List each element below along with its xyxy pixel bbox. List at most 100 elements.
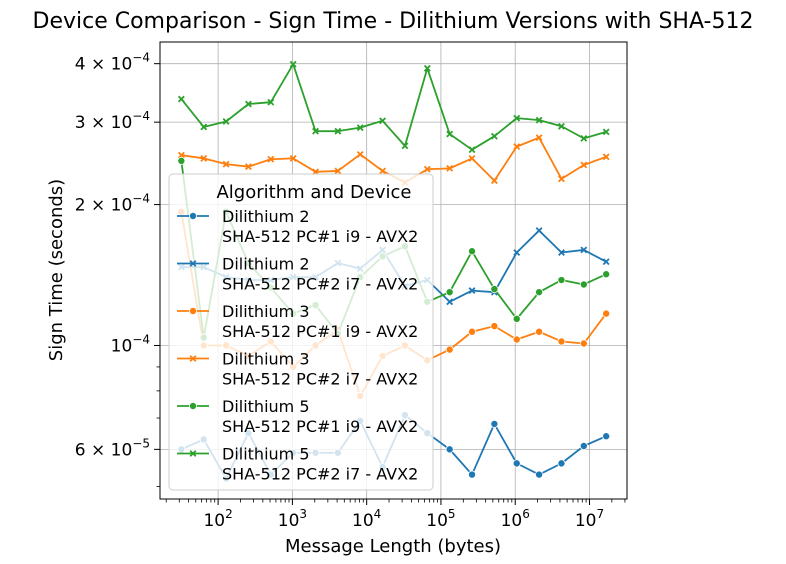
series-line	[180, 63, 607, 151]
x-tick-exponent: 5	[448, 507, 456, 521]
data-point-x	[245, 100, 252, 108]
data-point-x	[177, 95, 185, 103]
legend-swatch-marker	[188, 401, 197, 410]
data-point-circle	[468, 470, 477, 479]
data-point-x	[580, 134, 588, 142]
data-point-x	[558, 175, 565, 183]
y-tick-exponent: −4	[132, 51, 150, 65]
data-point-x	[468, 287, 476, 295]
data-point-x	[267, 155, 275, 163]
data-point-x	[356, 124, 364, 132]
x-tick-exponent: 4	[374, 507, 382, 521]
y-tick-base: 10	[111, 196, 133, 216]
data-point-x	[379, 167, 387, 175]
data-point-circle	[579, 339, 588, 348]
data-point-circle	[490, 419, 499, 428]
legend-label: SHA-512 PC#2 i7 - AVX2	[222, 370, 418, 389]
legend-label: SHA-512 PC#1 i9 - AVX2	[222, 417, 418, 436]
data-point-circle	[445, 288, 454, 297]
legend-box	[168, 173, 434, 491]
data-point-x	[200, 123, 208, 131]
data-point-circle	[535, 470, 544, 479]
x-tick-base: 10	[352, 511, 374, 531]
legend-label: Dilithium 5	[222, 445, 310, 464]
x-tick-exponent: 3	[299, 507, 307, 521]
data-point-circle	[557, 459, 566, 468]
data-point-circle	[490, 322, 499, 331]
legend-label: Dilithium 5	[222, 397, 310, 416]
y-tick-label: 6 × 10−5	[75, 436, 150, 460]
data-point-x	[446, 164, 454, 172]
data-point-x	[535, 134, 543, 142]
y-tick-label: 4 × 10−4	[75, 51, 150, 75]
y-tick-label: 3 × 10−4	[75, 109, 150, 133]
data-point-circle	[490, 285, 499, 294]
data-point-x	[334, 167, 342, 175]
x-tick-label: 103	[278, 507, 307, 531]
data-point-circle	[602, 270, 611, 279]
data-point-x	[513, 143, 521, 151]
data-point-x	[401, 142, 409, 150]
data-point-x	[490, 177, 498, 185]
legend-label: Dilithium 3	[222, 302, 310, 321]
x-tick-label: 104	[352, 507, 381, 531]
y-tick-exponent: −4	[132, 192, 150, 206]
chart-title: Device Comparison - Sign Time - Dilithiu…	[33, 9, 754, 34]
data-point-circle	[512, 335, 521, 344]
data-point-circle	[177, 156, 186, 165]
y-tick-base: 10	[111, 440, 133, 460]
y-tick-mantissa: 4 ×	[75, 55, 111, 75]
data-point-x	[468, 146, 476, 154]
data-point-x	[602, 128, 610, 136]
data-point-circle	[602, 432, 611, 441]
data-point-x	[267, 98, 275, 106]
data-point-x	[558, 122, 565, 130]
y-tick-exponent: −5	[132, 436, 150, 450]
y-tick-mantissa: 6 ×	[75, 440, 111, 460]
data-point-circle	[579, 441, 588, 450]
data-point-circle	[579, 280, 588, 289]
data-point-x	[513, 249, 521, 256]
y-tick-base: 10	[111, 337, 133, 357]
plot-frame	[159, 41, 628, 500]
y-tick-base: 10	[111, 55, 133, 75]
data-point-circle	[535, 327, 544, 336]
data-point-x	[289, 60, 297, 68]
y-tick-base: 10	[111, 113, 133, 133]
data-point-circle	[445, 445, 454, 454]
y-axis-label: Sign Time (seconds)	[46, 179, 67, 361]
y-tick-exponent: −4	[132, 109, 150, 123]
x-tick-base: 10	[575, 511, 597, 531]
x-tick-label: 102	[203, 507, 232, 531]
data-point-circle	[535, 288, 544, 297]
data-point-circle	[445, 345, 454, 354]
legend-label: SHA-512 PC#2 i7 - AVX2	[222, 275, 418, 294]
data-point-x	[177, 151, 185, 159]
x-tick-base: 10	[278, 511, 300, 531]
data-point-x	[535, 227, 543, 235]
data-point-circle	[512, 459, 521, 468]
data-point-x	[334, 127, 342, 135]
data-point-circle	[557, 337, 566, 346]
data-point-x	[490, 132, 498, 140]
data-point-x	[446, 130, 454, 138]
x-tick-base: 10	[426, 511, 448, 531]
data-point-x	[222, 118, 230, 125]
y-tick-label: 10−4	[111, 333, 150, 357]
data-point-x	[379, 117, 387, 125]
data-point-x	[580, 246, 588, 254]
data-point-x	[602, 153, 610, 161]
legend-swatch-marker	[188, 211, 197, 220]
legend-swatch-marker	[189, 355, 197, 362]
series-6	[177, 60, 610, 154]
data-point-circle	[512, 314, 521, 323]
data-point-x	[513, 114, 521, 122]
data-point-x	[200, 154, 208, 162]
data-point-x	[245, 163, 252, 171]
